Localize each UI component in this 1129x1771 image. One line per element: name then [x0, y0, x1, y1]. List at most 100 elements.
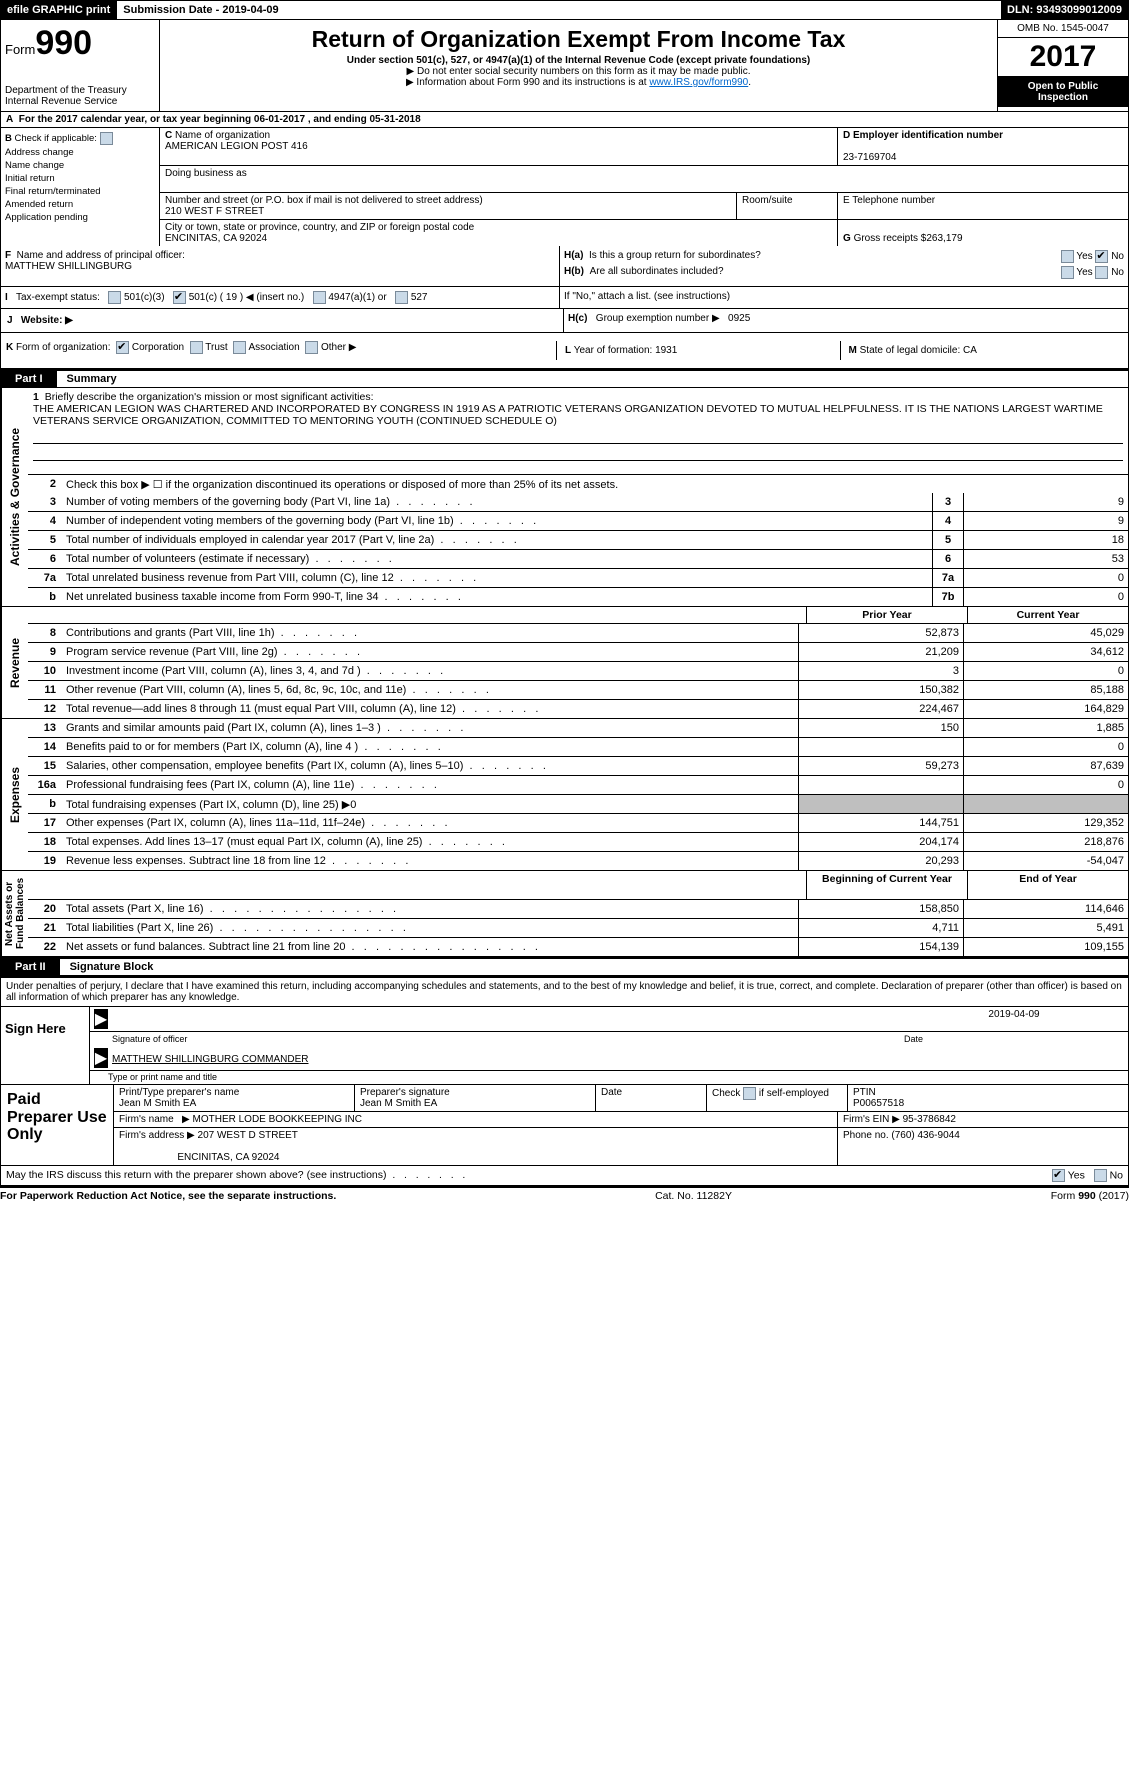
- firm-addr1: 207 WEST D STREET: [198, 1130, 298, 1141]
- form-subtitle-2: ▶ Do not enter social security numbers o…: [164, 66, 993, 77]
- firm-addr-label: Firm's address ▶: [119, 1130, 195, 1141]
- firm-name-label: Firm's name: [119, 1114, 174, 1125]
- org-name-cell: C Name of organization AMERICAN LEGION P…: [160, 128, 837, 165]
- net-col-header: Beginning of Current Year End of Year: [28, 871, 1128, 900]
- checkbox-icon[interactable]: [1061, 250, 1074, 263]
- officer-name: MATTHEW SHILLINGBURG: [5, 261, 132, 272]
- line-current-value: 1,885: [963, 719, 1128, 737]
- grey-cell: [798, 795, 963, 813]
- firm-name: MOTHER LODE BOOKKEEPING INC: [193, 1114, 362, 1125]
- part-2-label: Part II: [1, 959, 60, 975]
- summary-line: 4 Number of independent voting members o…: [28, 512, 1128, 531]
- final-return: Final return/terminated: [5, 186, 155, 197]
- label-hc: H(c): [568, 313, 587, 324]
- line-prior-value: 52,873: [798, 624, 963, 642]
- header-left: Form990 Department of the Treasury Inter…: [1, 20, 160, 111]
- line-current-value: 45,029: [963, 624, 1128, 642]
- checkbox-icon[interactable]: [190, 341, 203, 354]
- line-num: 14: [28, 741, 62, 753]
- line-desc: Other expenses (Part IX, column (A), lin…: [62, 816, 798, 830]
- signature-block: Under penalties of perjury, I declare th…: [0, 976, 1129, 1085]
- label-hb: H(b): [564, 266, 584, 277]
- summary-line: 7a Total unrelated business revenue from…: [28, 569, 1128, 588]
- tax-year-end: 05-31-2018: [370, 114, 421, 125]
- officer-label: Name and address of principal officer:: [17, 250, 185, 261]
- ein-value: 23-7169704: [843, 152, 896, 163]
- checkbox-icon[interactable]: [108, 291, 121, 304]
- line-1-num: 1: [33, 391, 39, 403]
- header-title-block: Return of Organization Exempt From Incom…: [160, 20, 997, 111]
- checkbox-checked-icon[interactable]: [173, 291, 186, 304]
- summary-line: 2Check this box ▶ ☐ if the organization …: [28, 475, 1128, 493]
- line-num: 9: [28, 646, 62, 658]
- city-label: City or town, state or province, country…: [165, 222, 474, 233]
- irs-label: Internal Revenue Service: [5, 96, 155, 107]
- check-if-text: if self-employed: [759, 1088, 829, 1099]
- line-prior-value: [798, 738, 963, 756]
- sig-officer-label: Signature of officer: [94, 1034, 904, 1044]
- dba-cell: Doing business as: [160, 166, 838, 192]
- summary-line: 16a Professional fundraising fees (Part …: [28, 776, 1128, 795]
- line-num: 2: [28, 478, 62, 490]
- line-num: b: [28, 798, 62, 810]
- firm-phone-label: Phone no.: [843, 1130, 891, 1141]
- line-desc: Total assets (Part X, line 16): [62, 902, 798, 916]
- line-desc: Total expenses. Add lines 13–17 (must eq…: [62, 835, 798, 849]
- opt-4947: 4947(a)(1) or: [328, 292, 386, 303]
- summary-line: 13 Grants and similar amounts paid (Part…: [28, 719, 1128, 738]
- line-num: 17: [28, 817, 62, 829]
- line-num: 22: [28, 941, 62, 953]
- checkbox-checked-icon[interactable]: [1052, 1169, 1065, 1182]
- line-value: 0: [963, 588, 1128, 606]
- summary-line: 20 Total assets (Part X, line 16) 158,85…: [28, 900, 1128, 919]
- checkbox-checked-icon[interactable]: [1095, 250, 1108, 263]
- address-change: Address change: [5, 147, 155, 158]
- hb-note: If "No," attach a list. (see instruction…: [564, 291, 730, 302]
- checkbox-icon[interactable]: [100, 132, 113, 145]
- room-label: Room/suite: [742, 195, 793, 206]
- checkbox-icon[interactable]: [395, 291, 408, 304]
- line-desc: Net assets or fund balances. Subtract li…: [62, 940, 798, 954]
- application-pending: Application pending: [5, 212, 155, 223]
- org-name: AMERICAN LEGION POST 416: [165, 141, 308, 152]
- checkbox-icon[interactable]: [305, 341, 318, 354]
- column-cde: C Name of organization AMERICAN LEGION P…: [160, 128, 1128, 246]
- line-current-value: 114,646: [963, 900, 1128, 918]
- summary-line: b Net unrelated business taxable income …: [28, 588, 1128, 606]
- hb-note-row: If "No," attach a list. (see instruction…: [560, 287, 1128, 308]
- checkbox-icon[interactable]: [313, 291, 326, 304]
- checkbox-icon[interactable]: [1094, 1169, 1107, 1182]
- irs-link[interactable]: www.IRS.gov/form990: [649, 77, 748, 88]
- discuss-text: May the IRS discuss this return with the…: [6, 1169, 387, 1181]
- line-desc: Number of voting members of the governin…: [62, 495, 932, 509]
- header-right: OMB No. 1545-0047 2017 Open to Public In…: [997, 20, 1128, 111]
- line-value: 9: [963, 512, 1128, 530]
- checkbox-icon[interactable]: [233, 341, 246, 354]
- summary-line: 5 Total number of individuals employed i…: [28, 531, 1128, 550]
- hc-row: H(c) Group exemption number ▶ 0925: [564, 309, 1128, 332]
- label-b: B: [5, 133, 12, 144]
- line-prior-value: 150: [798, 719, 963, 737]
- efile-label: efile GRAPHIC print: [1, 1, 116, 19]
- blank-line: [33, 431, 1123, 444]
- line-num: 20: [28, 903, 62, 915]
- section-k: K Form of organization: Corporation Trus…: [0, 333, 1129, 369]
- ein-spacer: [838, 166, 1128, 192]
- checkbox-icon[interactable]: [743, 1087, 756, 1100]
- checkbox-checked-icon[interactable]: [116, 341, 129, 354]
- firm-addr2: ENCINITAS, CA 92024: [177, 1152, 279, 1163]
- tax-exempt-text: Tax-exempt status:: [16, 292, 100, 303]
- m-value: CA: [963, 345, 977, 356]
- checkbox-icon[interactable]: [1095, 266, 1108, 279]
- line-cellnum: 6: [932, 550, 963, 568]
- line-desc: Contributions and grants (Part VIII, lin…: [62, 626, 798, 640]
- hb-text: Are all subordinates included?: [590, 266, 724, 277]
- checkbox-icon[interactable]: [1061, 266, 1074, 279]
- summary-line: 21 Total liabilities (Part X, line 26) 4…: [28, 919, 1128, 938]
- line-desc: Total fundraising expenses (Part IX, col…: [62, 797, 798, 812]
- line-desc: Benefits paid to or for members (Part IX…: [62, 740, 798, 754]
- opt-527: 527: [411, 292, 428, 303]
- hc-value: 0925: [728, 313, 750, 324]
- form-header: Form990 Department of the Treasury Inter…: [0, 20, 1129, 112]
- summary-line: 9 Program service revenue (Part VIII, li…: [28, 643, 1128, 662]
